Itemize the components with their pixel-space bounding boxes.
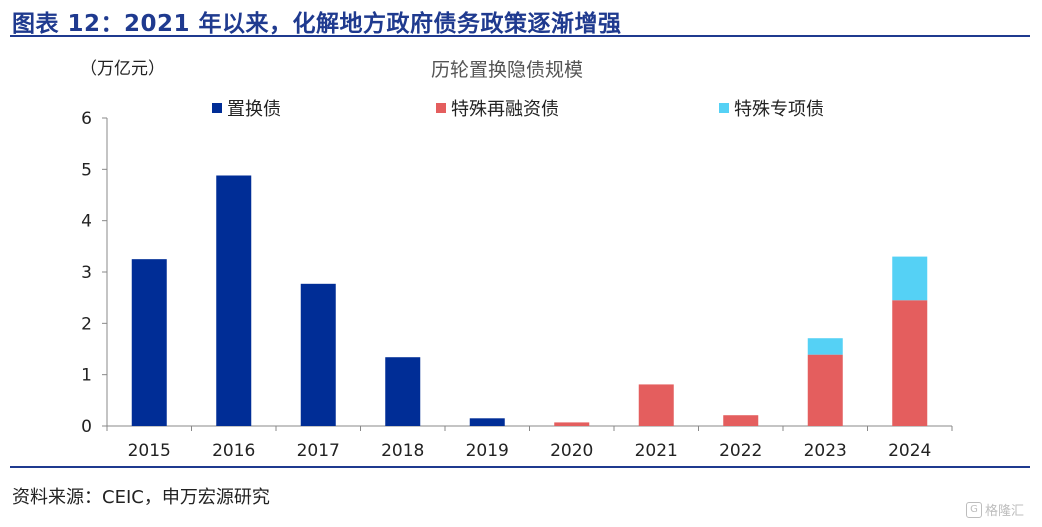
header-rule: [10, 35, 1030, 37]
figure-header: 图表 12：2021 年以来，化解地方政府债务政策逐渐增强: [12, 11, 622, 37]
bar-2-2024: [892, 300, 928, 426]
legend-label: 特殊再融资债: [451, 99, 559, 120]
x-tick-label: 2023: [804, 441, 847, 461]
y-tick-label: 6: [81, 109, 92, 129]
y-tick-label: 0: [81, 417, 92, 437]
x-tick-label: 2020: [550, 441, 593, 461]
chart-legend: 置换债 特殊再融资债 特殊专项债: [212, 99, 824, 120]
legend-swatch: [719, 103, 729, 113]
bar-1-2016: [216, 175, 252, 426]
y-tick-label: 4: [81, 212, 92, 232]
watermark-text: 格隆汇: [985, 504, 1025, 519]
x-tick-label: 2017: [297, 441, 340, 461]
x-tick-label: 2015: [128, 441, 171, 461]
bar-1-2017: [300, 283, 336, 426]
bar-1-2018: [385, 357, 421, 426]
source-note: 资料来源：CEIC，申万宏源研究: [12, 487, 270, 508]
bars: [131, 175, 928, 426]
bar-2-2020: [554, 422, 590, 426]
x-tick-label: 2021: [635, 441, 678, 461]
x-tick-label: 2019: [466, 441, 509, 461]
footer-rule: [10, 466, 1030, 468]
watermark: G 格隆汇: [966, 500, 1024, 519]
bar-chart: 历轮置换隐债规模 （万亿元） 置换债 特殊再融资债 特殊专项债 0 1 2 3 4 5 6 20…: [80, 59, 953, 461]
watermark-logo-icon: G: [966, 501, 982, 518]
x-axis: 2015 2016 2017 2018 2019 2020 2021 2022 2023 2024: [106, 425, 953, 461]
x-tick-label: 2022: [719, 441, 762, 461]
legend-swatch: [212, 103, 222, 113]
y-axis: 0 1 2 3 4 5 6: [81, 109, 108, 437]
y-unit-label: （万亿元）: [80, 59, 165, 79]
y-tick-label: 5: [81, 160, 92, 180]
y-tick-label: 3: [81, 263, 92, 283]
legend-label: 特殊专项债: [734, 99, 824, 120]
bar-2-2021: [638, 384, 674, 426]
bar-2-2023: [807, 354, 843, 426]
bar-3-2023: [807, 338, 843, 355]
y-tick-label: 1: [81, 366, 92, 386]
bar-3-2024: [892, 256, 928, 301]
chart-title: 历轮置换隐债规模: [431, 59, 583, 81]
bar-1-2019: [469, 418, 505, 426]
legend-label: 置换债: [227, 99, 281, 120]
bar-1-2015: [131, 259, 167, 426]
x-tick-label: 2018: [381, 441, 424, 461]
y-tick-label: 2: [81, 314, 92, 334]
x-tick-label: 2016: [212, 441, 255, 461]
bar-2-2022: [723, 415, 759, 426]
legend-swatch: [436, 103, 446, 113]
x-tick-label: 2024: [888, 441, 931, 461]
